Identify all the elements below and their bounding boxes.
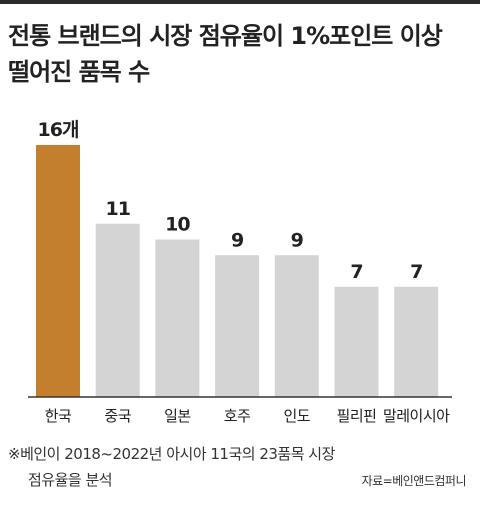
data-label-1: 16개: [38, 119, 79, 141]
bar-3: [155, 239, 200, 397]
data-label-6: 7: [350, 261, 362, 283]
data-label-4: 9: [231, 229, 243, 251]
category-label-1: 한국: [45, 407, 72, 425]
data-label-2: 11: [105, 198, 129, 220]
data-label-7: 7: [410, 261, 422, 283]
bar-2: [95, 223, 140, 397]
footnote-line-1: ※베인이 2018~2022년 아시아 11국의 23품목 시장: [8, 445, 335, 463]
category-label-7: 말레이시아: [383, 407, 450, 425]
data-label-3: 10: [165, 214, 190, 236]
chart-title-line-2: 떨어진 품목 수: [8, 58, 150, 86]
footnote-line-2: 점유율을 분석: [28, 471, 113, 489]
bar-1: [36, 145, 80, 397]
source-credit: 자료=베인앤드컴퍼니: [361, 474, 467, 488]
category-label-3: 일본: [164, 407, 191, 425]
footnote: ※베인이 2018~2022년 아시아 11국의 23품목 시장 점유율을 분석: [8, 441, 335, 493]
chart-title-line-1: 전통 브랜드의 시장 점유율이 1%포인트 이상: [8, 22, 443, 50]
category-label-2: 중국: [104, 407, 131, 425]
bar-4: [215, 255, 260, 397]
bar-7: [394, 286, 439, 397]
category-label-6: 필리핀: [337, 407, 377, 425]
category-label-5: 인도: [283, 407, 310, 425]
top-rule: [0, 0, 480, 4]
data-label-5: 9: [291, 229, 303, 251]
bar-6: [334, 286, 379, 397]
category-label-4: 호주: [224, 407, 251, 425]
bar-5: [274, 255, 319, 397]
chart-title: 전통 브랜드의 시장 점유율이 1%포인트 이상 떨어진 품목 수: [8, 18, 472, 90]
